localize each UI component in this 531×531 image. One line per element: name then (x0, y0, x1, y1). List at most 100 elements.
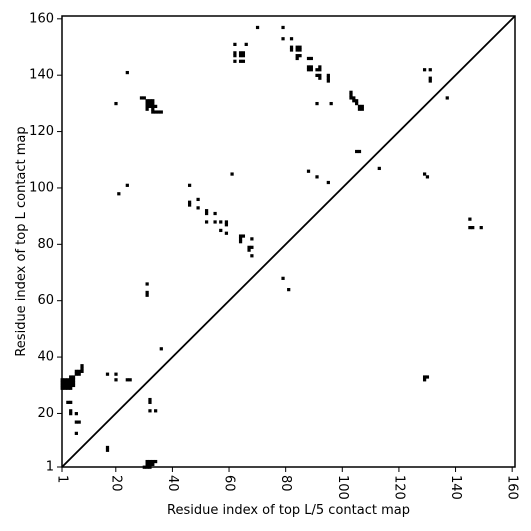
contact-cell-lower (69, 375, 73, 379)
contact-cell-lower (69, 378, 73, 382)
contact-cell-upper (241, 54, 246, 58)
contact-cell-upper (224, 220, 229, 224)
contact-cell-upper (247, 245, 251, 249)
contact-cell-lower (63, 383, 67, 388)
contact-cell-upper (428, 68, 432, 72)
x-axis-label: Residue index of top L/5 contact map (167, 503, 410, 518)
contact-cell-upper (125, 70, 129, 75)
contact-cell-lower (148, 462, 152, 466)
contact-cell-lower (80, 366, 84, 371)
contact-cell-upper (151, 107, 155, 111)
contact-cell-upper (428, 76, 432, 80)
contact-cell-upper (187, 203, 192, 207)
contact-cell-upper (250, 237, 254, 241)
x-tick-label: 100 (335, 475, 350, 500)
contact-cell-upper (196, 197, 200, 202)
contact-cell-upper (241, 59, 246, 63)
contact-cell-upper (142, 96, 146, 100)
contact-cell-lower (63, 381, 67, 385)
contact-cell-upper (159, 110, 163, 114)
contact-cell-upper (298, 48, 302, 52)
y-tick-label: 120 (29, 124, 54, 139)
contact-cell-upper (233, 42, 237, 46)
contact-cell-lower (63, 378, 67, 382)
contact-cell-upper (154, 104, 158, 109)
contact-cell-upper (281, 37, 285, 41)
contact-cell-lower (74, 431, 78, 435)
contact-cell-lower (80, 369, 84, 373)
contact-cell-upper (151, 99, 155, 103)
x-tick-label: 160 (505, 475, 520, 500)
contact-cell-upper (349, 90, 353, 94)
contact-cell-lower (77, 420, 81, 424)
x-tick-label: 60 (222, 475, 237, 492)
diagonal-line (61, 15, 516, 468)
y-tick-label: 1 (46, 460, 54, 475)
contact-cell-lower (154, 409, 158, 413)
contact-cell-lower (145, 462, 149, 466)
contact-cell-upper (151, 110, 155, 114)
contact-cell-lower (105, 448, 110, 452)
contact-cell-lower (66, 383, 70, 388)
contact-cell-upper (247, 248, 251, 252)
contact-cell-upper (306, 68, 311, 72)
contact-cell-upper (289, 48, 294, 52)
y-tick-label: 40 (37, 350, 54, 365)
contact-cell-lower (69, 412, 73, 416)
contact-cell-upper (377, 166, 381, 171)
contact-cell-lower (154, 459, 158, 464)
contact-cell-upper (357, 107, 362, 111)
contact-cell-lower (151, 459, 155, 464)
x-tick-label: 40 (165, 475, 180, 492)
contact-cell-lower (145, 293, 149, 297)
contact-cell-upper (298, 54, 302, 58)
contact-cell-upper (315, 73, 319, 78)
contact-cell-lower (281, 276, 285, 280)
contact-cell-lower (77, 372, 81, 376)
contact-cell-upper (422, 68, 427, 72)
contact-cell-lower (151, 462, 155, 466)
contact-cell-upper (204, 211, 209, 216)
contact-cell-upper (468, 225, 472, 230)
contact-cell-upper (196, 206, 200, 210)
contact-cell-upper (428, 79, 432, 83)
contact-cell-upper (318, 65, 322, 69)
contact-cell-lower (69, 409, 73, 413)
contact-cell-upper (156, 110, 161, 114)
contact-cell-upper (306, 169, 311, 173)
contact-cell-lower (128, 378, 132, 382)
contact-cell-upper (479, 225, 483, 230)
contact-cell-upper (148, 104, 152, 109)
contact-cell-upper (309, 68, 313, 72)
contact-cell-upper (187, 200, 192, 204)
contact-cell-upper (238, 51, 243, 55)
contact-cell-upper (318, 73, 322, 78)
contact-cell-upper (219, 220, 223, 224)
contact-cell-lower (105, 372, 110, 376)
contact-cell-lower (148, 400, 152, 404)
contact-cell-upper (295, 56, 299, 61)
contact-cell-upper (204, 209, 209, 213)
contact-cell-lower (66, 386, 70, 390)
contact-cell-upper (329, 101, 333, 106)
x-tick-label: 80 (278, 475, 293, 492)
contact-cell-lower (148, 409, 152, 413)
contact-cell-upper (151, 104, 155, 109)
x-tick-label: 120 (391, 475, 406, 500)
contact-cell-lower (71, 378, 76, 382)
contact-cell-lower (66, 381, 70, 385)
contact-cell-upper (145, 107, 149, 111)
contact-cell-upper (255, 25, 260, 30)
contact-cell-upper (213, 211, 217, 216)
contact-cell-upper (289, 45, 294, 49)
contact-cell-lower (422, 375, 427, 379)
x-tick-label: 140 (448, 475, 463, 500)
contact-cell-lower (80, 364, 84, 368)
contact-cell-lower (74, 412, 78, 416)
contact-cell-lower (145, 290, 149, 295)
y-tick-label: 60 (37, 293, 54, 308)
contact-cell-upper (445, 96, 449, 100)
contact-cell-upper (241, 234, 246, 238)
contact-cell-upper (326, 73, 330, 78)
